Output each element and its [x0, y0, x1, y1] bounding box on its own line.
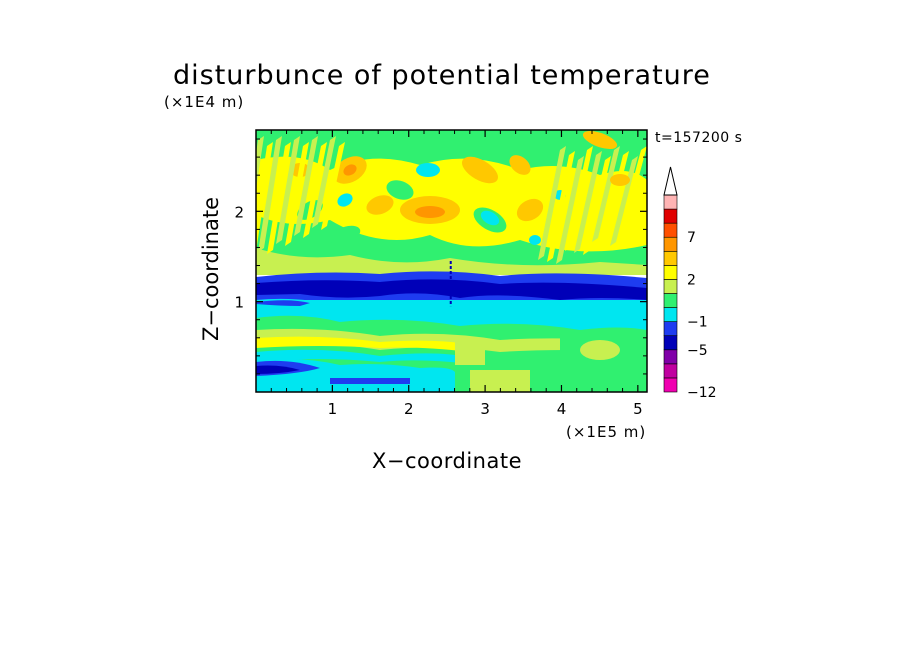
colorbar-label: −1: [687, 315, 708, 331]
colorbar-label: −5: [687, 343, 708, 359]
field-streak: [294, 136, 318, 236]
y-axis-unit: (×1E4 m): [164, 93, 245, 111]
colorbar-swatch: [663, 236, 678, 252]
field-streak: [583, 156, 611, 255]
field-dorange-cell: [415, 206, 445, 218]
field-streak: [321, 142, 345, 230]
field-cyan-cell: [337, 193, 353, 207]
field-yellow-band: [256, 336, 480, 352]
field-streak: [256, 136, 264, 190]
time-label: t=157200 s: [655, 130, 743, 146]
field-streak: [285, 142, 309, 246]
colorbar: −12−5−127: [663, 166, 717, 401]
field-streak: [592, 146, 620, 242]
colorbar-swatch: [663, 377, 678, 393]
y-axis-ticks: 12: [234, 138, 647, 375]
field-streak: [547, 151, 575, 262]
field-streak: [258, 136, 282, 252]
colorbar-swatch: [663, 279, 678, 294]
field-cyan-cell: [416, 163, 440, 177]
field-surface-core: [256, 365, 300, 374]
field-streak: [276, 136, 300, 244]
field-streak: [610, 156, 638, 246]
field-streak: [267, 142, 291, 254]
colorbar-swatch: [663, 321, 678, 337]
x-tick-label: 1: [328, 400, 338, 418]
x-axis-label: X−coordinate: [372, 449, 522, 473]
y-tick-label: 1: [234, 294, 244, 312]
field-orange-cell: [366, 195, 394, 215]
x-tick-label: 3: [480, 400, 490, 418]
x-tick-label: 5: [633, 400, 643, 418]
field-streak: [556, 156, 584, 264]
colorbar-swatch: [663, 335, 678, 351]
field-cyan-cell: [480, 210, 500, 226]
field-dorange-cell: [343, 164, 357, 176]
field-cyan-wave: [256, 298, 647, 318]
x-axis-unit: (×1E5 m): [566, 423, 647, 441]
field-streak: [312, 136, 336, 228]
field-orange-cell: [582, 130, 618, 150]
contour-field: [256, 130, 647, 392]
chart-title: disturbunce of potential temperature: [173, 60, 711, 91]
colorbar-swatch: [663, 363, 678, 379]
field-green-cell: [329, 225, 361, 245]
colorbar-swatch: [663, 208, 678, 224]
colorbar-label: 7: [687, 230, 696, 246]
colorbar-label: 2: [687, 272, 696, 288]
field-cold-core: [256, 279, 647, 300]
x-tick-label: 4: [557, 400, 567, 418]
field-streak: [574, 151, 602, 253]
field-streak: [303, 142, 327, 238]
field-streak: [538, 146, 566, 260]
colorbar-swatch: [663, 194, 678, 210]
field-orange-cell: [509, 155, 531, 175]
field-orange-cell: [461, 156, 499, 184]
colorbar-label: −12: [687, 385, 717, 401]
colorbar-swatch: [663, 222, 678, 238]
colorbar-swatch: [663, 265, 678, 280]
colorbar-swatch: [663, 349, 678, 365]
field-streak: [565, 146, 593, 251]
y-tick-label: 2: [234, 203, 244, 221]
colorbar-swatch: [663, 293, 678, 308]
field-streak: [256, 142, 273, 252]
colorbar-swatch: [663, 250, 678, 266]
field-surface-blue-strip: [330, 378, 410, 384]
field-cyan-cell: [529, 235, 541, 245]
field-green-cell: [386, 180, 414, 200]
colorbar-swatch: [663, 307, 678, 322]
field-surface-cyan-bottom: [256, 379, 330, 392]
x-axis-ticks: 1 2 3 4 5: [270, 130, 643, 418]
field-orange-cell: [610, 174, 630, 186]
field-cyan-band: [256, 349, 470, 364]
x-tick-label: 2: [404, 400, 414, 418]
colorbar-extend-arrow: [663, 166, 678, 196]
field-orange-cell: [516, 198, 544, 222]
field-streak: [619, 146, 647, 233]
field-lime-cell: [580, 340, 620, 360]
field-blue-patch: [256, 300, 310, 306]
plot-frame: [255, 129, 648, 393]
